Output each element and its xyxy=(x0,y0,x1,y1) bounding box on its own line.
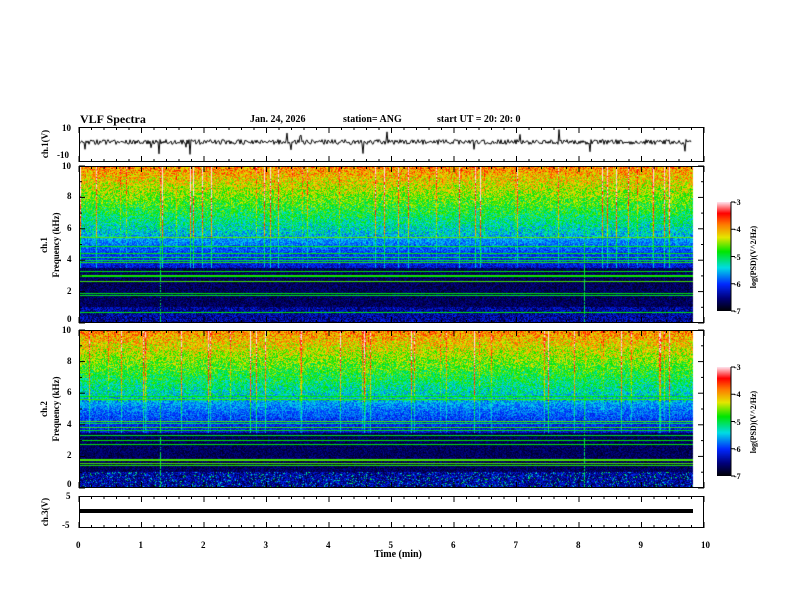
freq-tick-label: 4 xyxy=(67,418,72,429)
freq-tick-label: 0 xyxy=(67,479,72,489)
freq-tick-label: 8 xyxy=(67,191,72,202)
colorbar-tick-label: -4 xyxy=(734,390,741,400)
colorbar-tick-label: -5 xyxy=(734,417,741,427)
station-label: station= ANG xyxy=(343,114,402,125)
x-tick-label: 4 xyxy=(326,540,331,550)
freq-tick-label: 0 xyxy=(67,314,72,324)
x-tick-label: 2 xyxy=(201,540,206,550)
colorbar-tick-label: -6 xyxy=(734,279,741,289)
date-label: Jan. 24, 2026 xyxy=(250,114,306,125)
start-time-label: start UT = 20: 20: 0 xyxy=(437,114,521,125)
ch2-spectrogram-image xyxy=(80,331,703,487)
freq-tick-label: 10 xyxy=(62,161,71,171)
freq-tick-label: 6 xyxy=(67,387,72,398)
freq-tick-label: 4 xyxy=(67,254,72,265)
freq-tick-label: 2 xyxy=(67,285,72,296)
colorbar-tick-label: -6 xyxy=(734,444,741,454)
x-tick-label: 5 xyxy=(388,540,394,550)
colorbar-tick-label: -3 xyxy=(734,198,741,207)
freq-tick-label: 8 xyxy=(67,355,72,366)
colorbar-tick-label: -7 xyxy=(734,307,741,316)
x-tick-label: 1 xyxy=(138,540,144,550)
ch1-spectrogram-image xyxy=(80,167,703,322)
x-tick-label: 6 xyxy=(451,540,456,550)
colorbar-tick-label: -5 xyxy=(734,252,741,262)
x-tick-label: 7 xyxy=(513,540,519,550)
x-tick-label: 9 xyxy=(638,540,644,550)
ch1-ytick: 10 xyxy=(62,123,71,133)
x-tick-label: 8 xyxy=(576,540,581,550)
x-tick-label: 10 xyxy=(701,540,710,550)
ch3-waveform-trace xyxy=(80,509,693,513)
colorbar-tick-label: -3 xyxy=(734,363,741,372)
ch2-colorbar xyxy=(717,367,731,476)
x-tick-label: 3 xyxy=(263,540,269,550)
x-tick-label: 0 xyxy=(76,540,81,550)
colorbar-tick-label: -4 xyxy=(734,225,741,235)
colorbar-tick-label: -7 xyxy=(734,472,741,481)
figure-title: VLF Spectra xyxy=(80,112,146,126)
ch1-colorbar xyxy=(717,202,731,311)
ch3-ytick: -5 xyxy=(62,520,70,530)
freq-tick-label: 10 xyxy=(62,325,71,335)
ch1-ytick: -10 xyxy=(57,150,69,160)
ch3-ytick: 5 xyxy=(66,491,71,501)
freq-tick-label: 2 xyxy=(67,450,72,461)
x-axis-label: Time (min) xyxy=(374,549,422,560)
freq-tick-label: 6 xyxy=(67,222,72,233)
